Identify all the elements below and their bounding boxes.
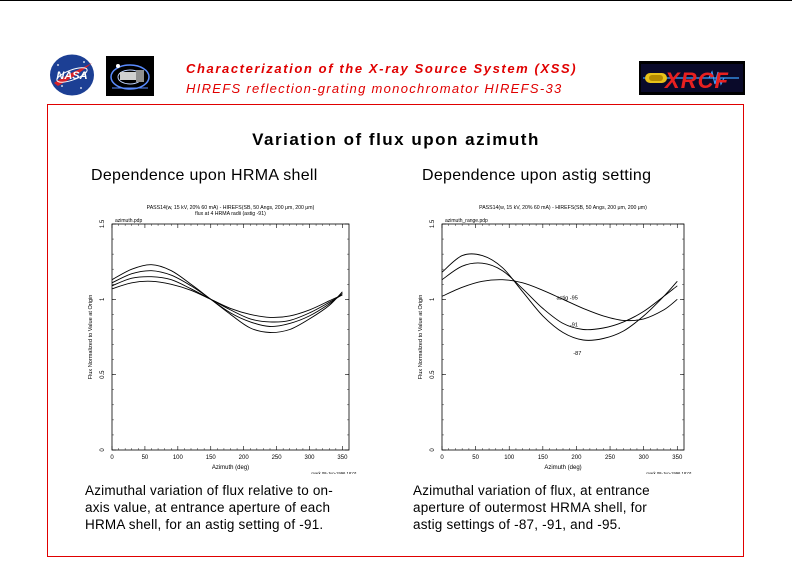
x-tick-label: 50 [142,455,149,461]
x-tick-label: 300 [304,455,315,461]
left-caption-line: axis value, at entrance aperture of each [85,500,331,515]
x-tick-label: 150 [538,455,549,461]
series-line-1 [111,264,343,333]
y-tick-label: 0.5 [100,370,106,379]
series-line-3 [111,276,343,323]
y-tick-label: 1.5 [100,219,106,228]
chart-subtitle: flux at 4 HRMA radii (astig -91) [195,211,266,217]
x-tick-label: 350 [672,455,683,461]
x-tick-label: 200 [571,455,582,461]
left-caption: Azimuthal variation of flux relative to … [85,482,395,533]
x-tick-label: 100 [504,455,515,461]
series-line-2 [111,270,343,327]
x-tick-label: 150 [206,455,217,461]
y-tick-label: 0 [100,448,106,452]
series-line-1 [441,279,678,322]
right-caption: Azimuthal variation of flux, at entrance… [413,482,723,533]
chart-file-label: azimuth_range.pdp [445,218,488,224]
astig-dependence-chart: PASS14(w, 15 kV, 20% 60 mA) - HIREFS(SB,… [418,205,693,474]
right-subtitle: Dependence upon astig setting [422,167,652,184]
top-rule [0,0,792,1]
slide-title: Variation of flux upon azimuth [252,130,540,149]
header-subtitle: HIREFS reflection-grating monochromator … [186,81,563,96]
x-tick-label: 200 [239,455,250,461]
y-tick-label: 1 [430,297,436,301]
y-tick-label: 0.5 [430,370,436,379]
plot-frame [441,223,685,451]
plot-frame [111,223,350,451]
slide-frame [47,104,744,557]
series-line-4 [111,280,343,318]
y-tick-label: 1 [100,297,106,301]
x-tick-label: 0 [440,455,444,461]
header-title: Characterization of the X-ray Source Sys… [186,61,578,76]
shell-dependence-chart: PASS14(w, 15 kV, 20% 60 mA) - HIREFS(SB,… [88,205,358,474]
left-caption-line: HRMA shell, for an astig setting of -91. [85,517,324,532]
x-tick-label: 350 [337,455,348,461]
series-line-2 [441,262,678,331]
x-tick-label: 250 [605,455,616,461]
chart-footer: mark 08-Jun-1996 18:01 [311,471,357,474]
right-caption-line: Azimuthal variation of flux, at entrance [413,483,650,498]
left-subtitle: Dependence upon HRMA shell [91,167,318,184]
left-caption-line: Azimuthal variation of flux relative to … [85,483,333,498]
right-caption-line: aperture of outermost HRMA shell, for [413,500,647,515]
nasa-logo-text: NASA [56,70,87,82]
series-line-3 [441,253,678,341]
right-caption-line: astig settings of -87, -91, and -95. [413,517,622,532]
x-tick-label: 100 [173,455,184,461]
xrcf-logo-text: XRCF [663,68,729,93]
chart-file-label: azimuth.pdp [115,218,142,224]
chart-title: PASS14(w, 15 kV, 20% 60 mA) - HIREFS(SB,… [479,205,647,211]
x-axis-label: Azimuth (deg) [544,465,581,471]
xrcf-logo: XRCF [639,61,745,95]
y-tick-label: 0 [430,448,436,452]
x-tick-label: 0 [110,455,114,461]
x-tick-label: 250 [272,455,283,461]
series-label: -91 [570,322,578,328]
program-emblem-icon [106,56,154,96]
y-axis-label: Flux Normalized to Value at Origin [418,295,424,380]
chart-title: PASS14(w, 15 kV, 20% 60 mA) - HIREFS(SB,… [147,205,315,211]
series-label: astig -95 [556,295,577,301]
x-axis-label: Azimuth (deg) [212,465,249,471]
x-tick-label: 300 [639,455,650,461]
y-axis-label: Flux Normalized to Value at Origin [88,295,94,380]
chart-footer: mark 08-Jun-1996 18:01 [646,471,692,474]
nasa-logo: NASA [50,54,94,96]
series-label: -87 [573,351,581,357]
x-tick-label: 50 [472,455,479,461]
y-tick-label: 1.5 [430,219,436,228]
